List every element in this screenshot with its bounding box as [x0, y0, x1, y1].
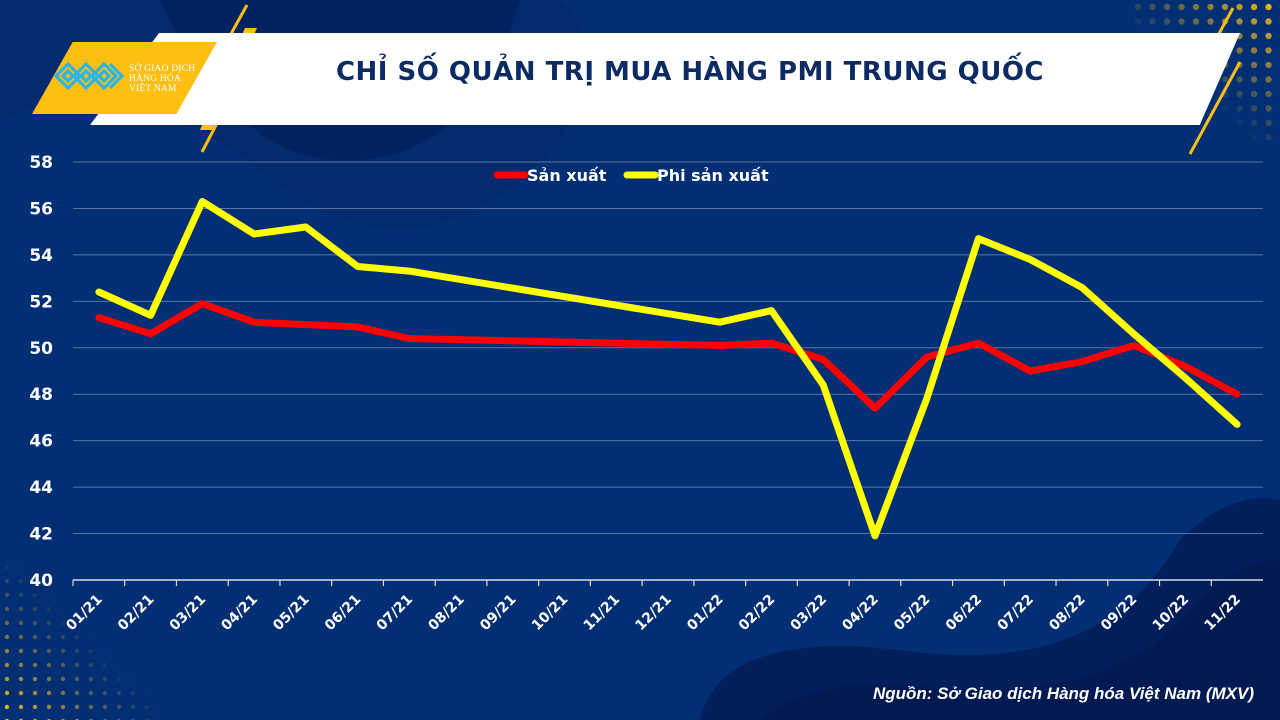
x-tick-label: 05/21: [270, 592, 312, 634]
legend-label: Phi sản xuất: [657, 166, 769, 185]
x-tick-label: 10/22: [1150, 592, 1192, 634]
x-tick-label: 10/21: [529, 592, 571, 634]
legend-label: Sản xuất: [527, 166, 607, 185]
x-tick-label: 06/21: [322, 592, 364, 634]
x-tick-label: 07/22: [995, 592, 1037, 634]
header-band: [90, 33, 1240, 125]
logo-line-2: HÀNG HÓA: [129, 74, 181, 84]
x-tick-label: 09/21: [477, 592, 519, 634]
logo-line-3: VIỆT NAM: [129, 84, 177, 94]
x-tick-label: 08/22: [1046, 592, 1088, 634]
x-tick-label: 11/21: [581, 592, 623, 634]
x-tick-label: 12/21: [632, 592, 674, 634]
mxv-logo-icon: [54, 61, 125, 91]
y-tick-label: 52: [29, 292, 53, 312]
series-phi-san-xuat-line: [95, 198, 1241, 540]
page-title: CHỈ SỐ QUẢN TRỊ MUA HÀNG PMI TRUNG QUỐC: [335, 57, 1045, 87]
x-tick-label: 04/22: [839, 592, 881, 634]
x-tick-label: 01/21: [63, 592, 105, 634]
logo-text: SỞ GIAO DỊCH HÀNG HÓA VIỆT NAM: [129, 64, 195, 94]
x-tick-label: 03/22: [788, 592, 830, 634]
y-tick-label: 42: [29, 525, 53, 545]
y-tick-label: 54: [29, 246, 53, 266]
x-tick-label: 07/21: [374, 592, 416, 634]
logo-line-1: SỞ GIAO DỊCH: [129, 64, 196, 74]
x-tick-label: 08/21: [425, 592, 467, 634]
x-tick-label: 11/22: [1201, 592, 1243, 634]
y-tick-label: 44: [29, 478, 53, 498]
x-axis: 01/21 02/21 03/21 04/21 05/21 06/21 07/21 08/21…: [63, 579, 1263, 634]
y-tick-label: 50: [29, 339, 53, 359]
x-tick-label: 02/22: [736, 592, 778, 634]
y-axis: 40 42 44 46 48 50 52 54 56 58: [29, 153, 53, 591]
legend: Sản xuất Phi sản xuất: [493, 166, 769, 185]
x-tick-label: 01/22: [684, 592, 726, 634]
series-lines: [95, 198, 1241, 540]
y-tick-label: 46: [29, 432, 53, 452]
series-san-xuat-line: [95, 300, 1241, 412]
y-tick-label: 48: [29, 385, 53, 405]
x-tick-label: 02/21: [115, 592, 157, 634]
y-tick-label: 40: [29, 571, 53, 591]
x-tick-label: 05/22: [891, 592, 933, 634]
x-tick-label: 04/21: [218, 592, 260, 634]
x-tick-label: 09/22: [1098, 592, 1140, 634]
y-tick-label: 56: [29, 199, 53, 219]
x-tick-label: 03/21: [167, 592, 209, 634]
x-tick-label: 06/22: [943, 592, 985, 634]
source-note: Nguồn: Sở Giao dịch Hàng hóa Việt Nam (M…: [872, 684, 1254, 703]
y-tick-label: 58: [29, 153, 53, 173]
